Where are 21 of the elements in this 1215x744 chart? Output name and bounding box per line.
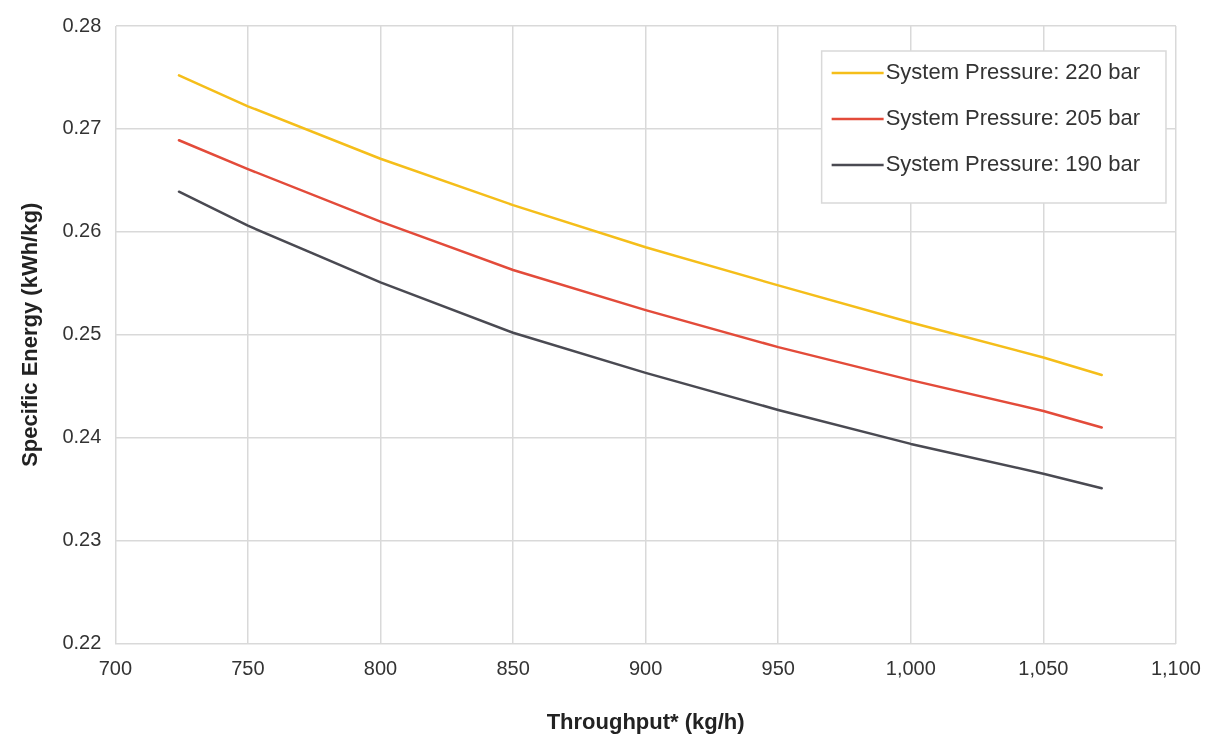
y-tick-label: 0.23: [62, 528, 102, 551]
x-tick-label: 850: [496, 657, 530, 680]
legend-label: System Pressure: 205 bar: [885, 105, 1140, 131]
x-tick-label: 900: [628, 657, 663, 680]
x-tick-label: 1,100: [1150, 657, 1202, 680]
x-tick-label: 1,000: [885, 657, 936, 680]
x-axis-title: Throughput* (kg/h): [546, 708, 745, 734]
legend-label: System Pressure: 220 bar: [885, 59, 1140, 85]
x-tick-label: 750: [231, 657, 265, 680]
y-tick-label: 0.22: [62, 631, 102, 654]
x-tick-label: 800: [363, 657, 398, 680]
legend-label: System Pressure: 190 bar: [885, 151, 1140, 177]
x-tick-label: 950: [761, 657, 795, 680]
x-tick-label: 1,050: [1018, 657, 1069, 680]
y-tick-label: 0.28: [62, 13, 102, 36]
y-tick-label: 0.27: [62, 116, 102, 139]
y-axis-title: Specific Energy (kWh/kg): [17, 202, 43, 467]
y-tick-label: 0.24: [62, 425, 102, 448]
x-tick-label: 700: [98, 657, 133, 680]
y-tick-label: 0.26: [62, 219, 102, 242]
y-tick-label: 0.25: [62, 322, 102, 345]
